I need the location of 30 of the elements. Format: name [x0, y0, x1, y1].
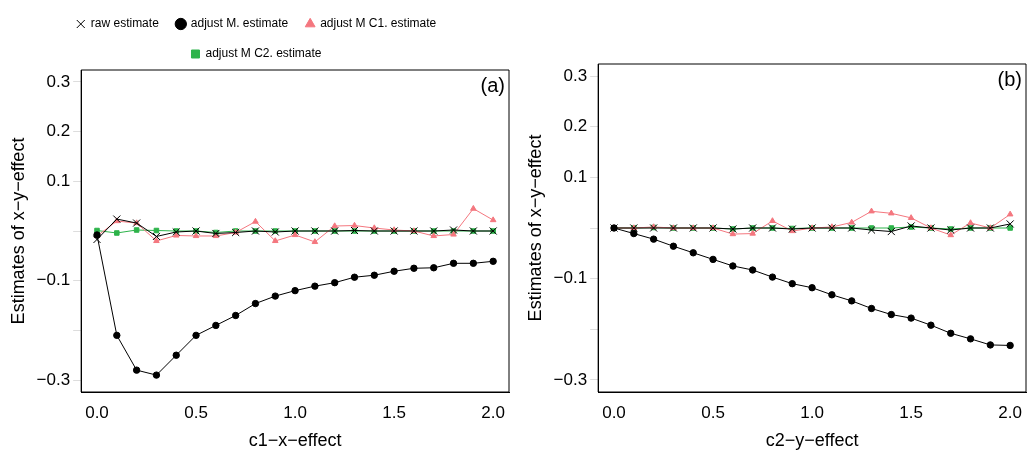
y-tick-label: 0.2: [46, 121, 71, 141]
y-tick-label: −0.3: [36, 369, 71, 389]
y-tick-label: 0.2: [563, 116, 588, 136]
legend-label: adjust M. estimate: [190, 16, 289, 31]
x-tick-label: 2.0: [481, 402, 505, 422]
y-tick-label: −0.3: [553, 369, 588, 389]
x-tick-label: 1.0: [283, 402, 307, 422]
x-tick-label: 0.0: [85, 402, 109, 422]
y-tick-label: 0.3: [563, 65, 588, 85]
y-tick-label: 0.3: [46, 71, 71, 91]
y-axis-title: Estimates of x−y−effect: [7, 137, 28, 325]
x-tick-label: 1.0: [800, 402, 824, 422]
x-tick-label: 0.5: [184, 402, 208, 422]
y-tick-label: 0.1: [563, 167, 588, 187]
y-tick-label: 0.1: [46, 171, 71, 190]
x-tick-label: 1.5: [899, 402, 923, 422]
x-tick-label: 0.5: [701, 402, 725, 422]
x-tick-label: 1.5: [382, 402, 406, 422]
y-tick-label: −0.1: [36, 270, 71, 290]
x-axis-title: c2−y−effect: [765, 430, 859, 451]
legend-label: adjust M C1. estimate: [320, 16, 437, 31]
x-tick-label: 0.0: [602, 402, 626, 422]
x-axis-title: c1−x−effect: [248, 430, 342, 451]
x-tick-label: 2.0: [998, 402, 1022, 422]
legend-label: adjust M C2. estimate: [205, 46, 322, 61]
annotation: (b): [997, 67, 1022, 90]
y-tick-label: −0.1: [553, 268, 588, 288]
legend-label: raw estimate: [90, 16, 160, 31]
annotation: (a): [480, 73, 505, 96]
y-axis-title: Estimates of x−y−effect: [524, 134, 545, 322]
